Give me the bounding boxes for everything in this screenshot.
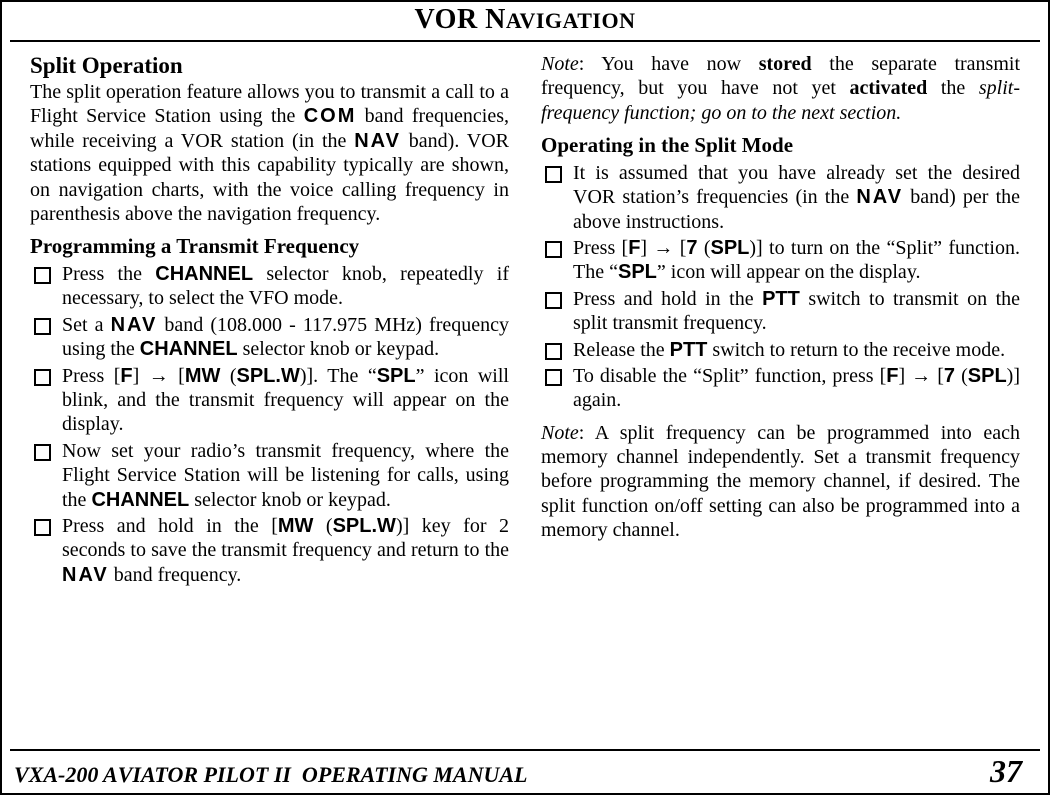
split-operation-heading: Split Operation xyxy=(30,52,509,80)
left-column: Split Operation The split operation feat… xyxy=(30,52,509,741)
list-item: Press the CHANNEL selector knob, repeate… xyxy=(30,262,509,311)
page: VOR NAVIGATION Split Operation The split… xyxy=(0,0,1050,795)
note-channel: Note: A split frequency can be programme… xyxy=(541,421,1020,543)
operating-heading: Operating in the Split Mode xyxy=(541,133,1020,159)
manual-title: VXA-200 AVIATOR PILOT II OPERATING MANUA… xyxy=(14,762,527,788)
section-title: VOR NAVIGATION xyxy=(10,2,1040,42)
list-item: To disable the “Split” function, press [… xyxy=(541,364,1020,413)
list-item: Set a NAV band (108.000 - 117.975 MHz) f… xyxy=(30,313,509,362)
list-item: Press and hold in the PTT switch to tran… xyxy=(541,287,1020,336)
page-footer: VXA-200 AVIATOR PILOT II OPERATING MANUA… xyxy=(10,749,1040,793)
right-column: Note: You have now stored the separate t… xyxy=(541,52,1020,741)
list-item: Now set your radio’s transmit frequency,… xyxy=(30,439,509,512)
programming-heading: Programming a Transmit Frequency xyxy=(30,234,509,260)
list-item: Press and hold in the [MW (SPL.W)] key f… xyxy=(30,514,509,587)
operating-list: It is assumed that you have already set … xyxy=(541,161,1020,413)
note-stored: Note: You have now stored the separate t… xyxy=(541,52,1020,125)
programming-list: Press the CHANNEL selector knob, repeate… xyxy=(30,262,509,587)
list-item: Release the PTT switch to return to the … xyxy=(541,338,1020,362)
list-item: Press [F] → [MW (SPL.W)]. The “SPL” icon… xyxy=(30,364,509,437)
content-area: Split Operation The split operation feat… xyxy=(2,42,1048,749)
page-number: 37 xyxy=(990,753,1022,790)
list-item: It is assumed that you have already set … xyxy=(541,161,1020,234)
list-item: Press [F] → [7 (SPL)] to turn on the “Sp… xyxy=(541,236,1020,285)
split-operation-intro: The split operation feature allows you t… xyxy=(30,80,509,226)
